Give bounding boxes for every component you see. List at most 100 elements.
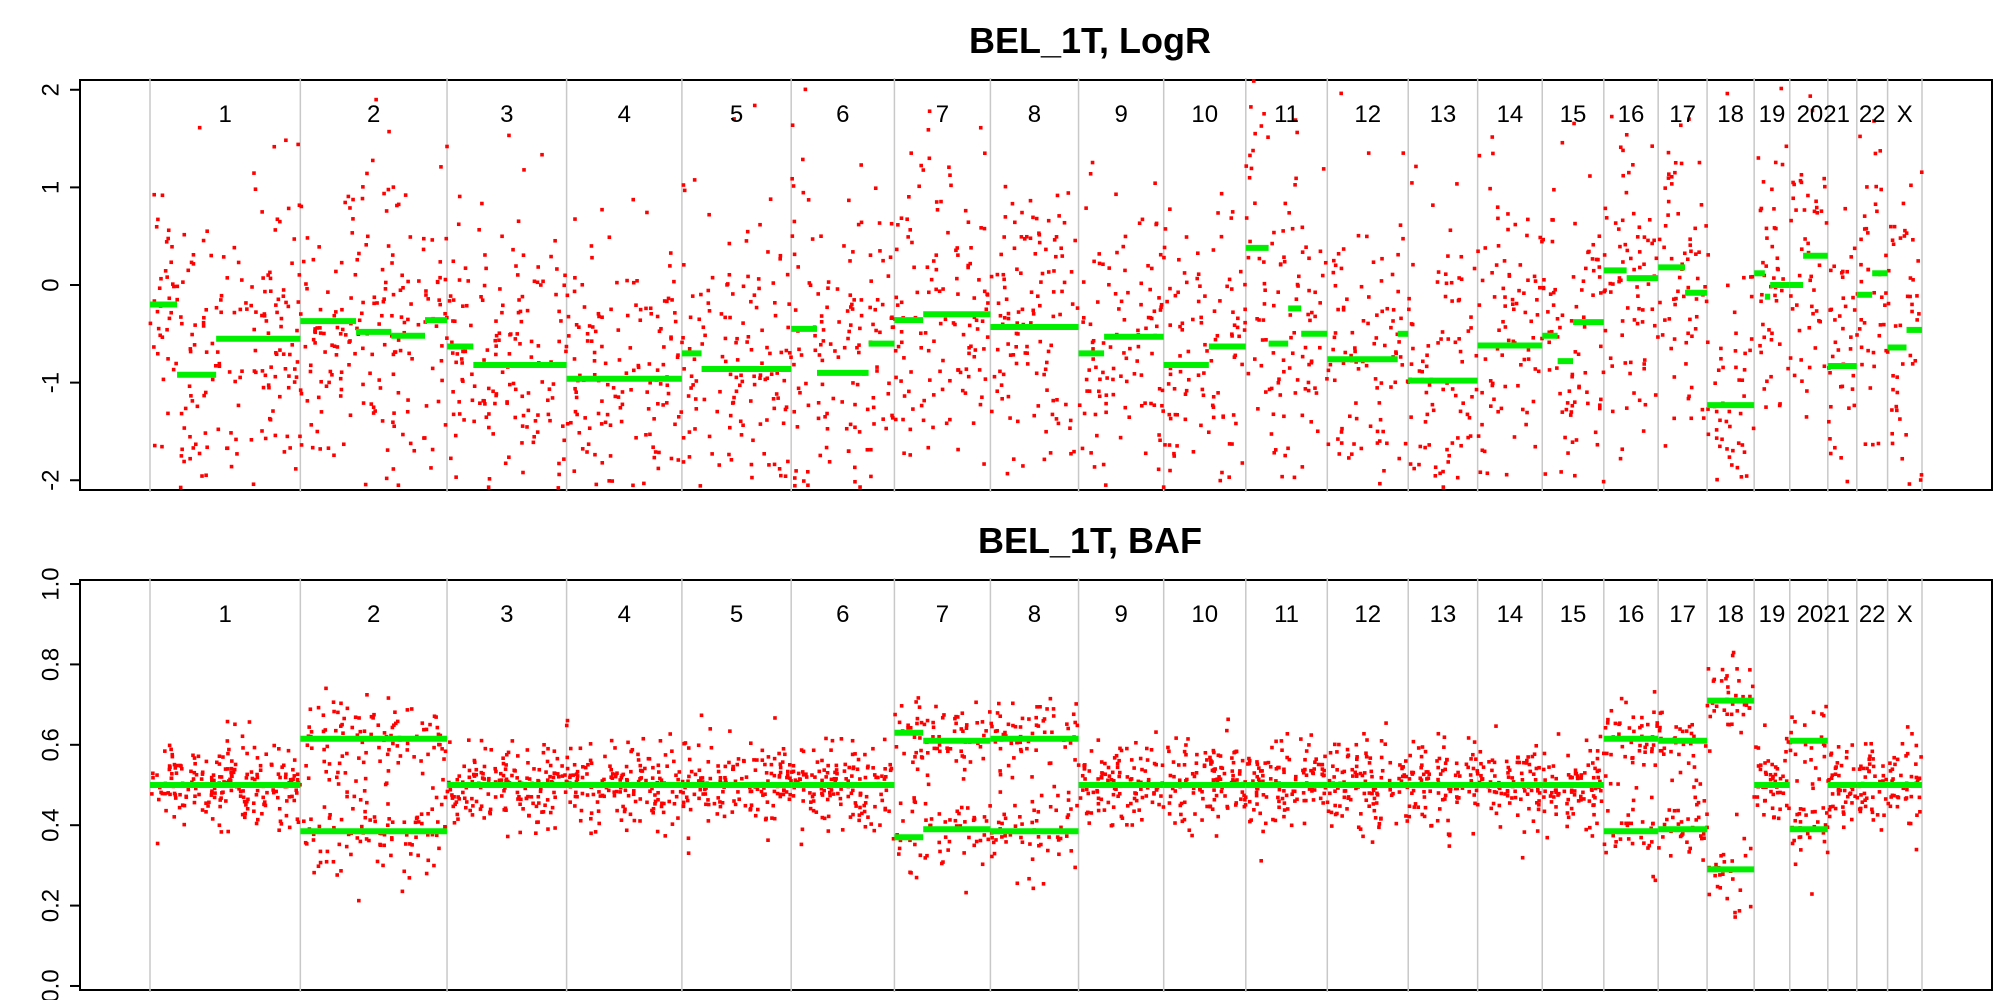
baf-point (1208, 804, 1213, 809)
baf-point (1375, 791, 1379, 796)
logr-point (664, 401, 669, 405)
logr-point (219, 298, 223, 302)
logr-point (967, 346, 971, 350)
logr-point (511, 247, 515, 252)
baf-point (1219, 789, 1224, 794)
logr-point (672, 279, 676, 284)
baf-point (1519, 771, 1524, 776)
logr-chromosome-label: 11 (1274, 101, 1299, 128)
logr-point (673, 311, 677, 315)
logr-chromosome-label: 4 (618, 101, 631, 128)
baf-point (1232, 750, 1236, 755)
baf-point (363, 776, 368, 781)
logr-point (985, 335, 990, 339)
baf-point (1639, 835, 1643, 840)
baf-point (362, 729, 367, 733)
baf-point (251, 801, 256, 806)
baf-point (474, 772, 479, 777)
logr-point (1460, 359, 1465, 364)
baf-point (1593, 786, 1598, 791)
baf-point (437, 846, 441, 851)
logr-point (608, 423, 613, 428)
baf-point (1256, 777, 1261, 782)
logr-point (1411, 262, 1415, 267)
logr-point (160, 335, 165, 339)
baf-point (752, 758, 756, 762)
logr-point (557, 472, 561, 477)
baf-point (1335, 767, 1339, 772)
baf-point (862, 803, 866, 808)
baf-point (591, 792, 596, 797)
baf-point (718, 804, 723, 809)
logr-point (158, 333, 162, 338)
baf-point (829, 748, 833, 752)
logr-point (611, 386, 616, 390)
baf-point (814, 810, 819, 814)
baf-chromosome-label: 11 (1274, 601, 1299, 628)
logr-point (1201, 393, 1206, 398)
logr-point (944, 421, 949, 426)
baf-point (1665, 817, 1669, 822)
logr-point (1271, 412, 1276, 417)
baf-point (1719, 679, 1724, 683)
logr-point (205, 229, 209, 234)
logr-point (167, 296, 172, 301)
baf-point (1596, 775, 1601, 780)
baf-point (1115, 765, 1120, 770)
baf-point (1659, 748, 1664, 753)
logr-point (749, 462, 754, 467)
logr-point (1068, 426, 1072, 431)
baf-point (555, 756, 560, 761)
baf-point (548, 774, 552, 779)
logr-point (347, 362, 351, 367)
baf-point (1497, 803, 1502, 808)
baf-point (1348, 797, 1353, 802)
logr-point (926, 348, 931, 353)
baf-point (1632, 729, 1636, 734)
logr-point (161, 377, 166, 382)
baf-point (1834, 765, 1838, 769)
logr-point (1666, 213, 1670, 217)
logr-point (1582, 325, 1587, 329)
baf-point (1672, 808, 1677, 813)
baf-point (523, 786, 528, 791)
baf-point (1096, 808, 1101, 813)
baf-point (914, 750, 918, 755)
logr-point (1506, 338, 1511, 343)
baf-point (661, 810, 666, 815)
baf-point (456, 795, 460, 799)
logr-point (1616, 227, 1621, 231)
logr-point (1157, 433, 1161, 437)
logr-point (1097, 394, 1102, 399)
logr-point (1195, 276, 1200, 281)
logr-point (1051, 398, 1056, 403)
logr-point (191, 262, 196, 266)
baf-point (1730, 722, 1734, 727)
baf-point (1140, 767, 1144, 772)
logr-point (919, 345, 924, 350)
baf-point (1435, 818, 1440, 823)
logr-point (1740, 443, 1745, 447)
baf-point (1030, 775, 1034, 779)
logr-point (1431, 408, 1436, 413)
logr-point (1852, 403, 1857, 408)
logr-point (401, 432, 405, 437)
logr-point (1673, 170, 1677, 175)
logr-point (881, 417, 885, 421)
baf-point (1117, 770, 1122, 775)
logr-point (318, 447, 322, 451)
logr-point (1407, 296, 1411, 301)
baf-point (998, 790, 1003, 794)
logr-point (1168, 323, 1173, 327)
baf-point (925, 718, 930, 723)
logr-point (1852, 246, 1857, 251)
baf-point (1762, 812, 1766, 817)
baf-point (1475, 771, 1480, 776)
logr-point (741, 284, 746, 289)
baf-point (778, 770, 783, 775)
baf-point (1261, 829, 1265, 834)
logr-point (1098, 377, 1102, 382)
logr-point (1558, 391, 1562, 396)
logr-point (796, 386, 801, 391)
baf-point (1073, 865, 1077, 870)
